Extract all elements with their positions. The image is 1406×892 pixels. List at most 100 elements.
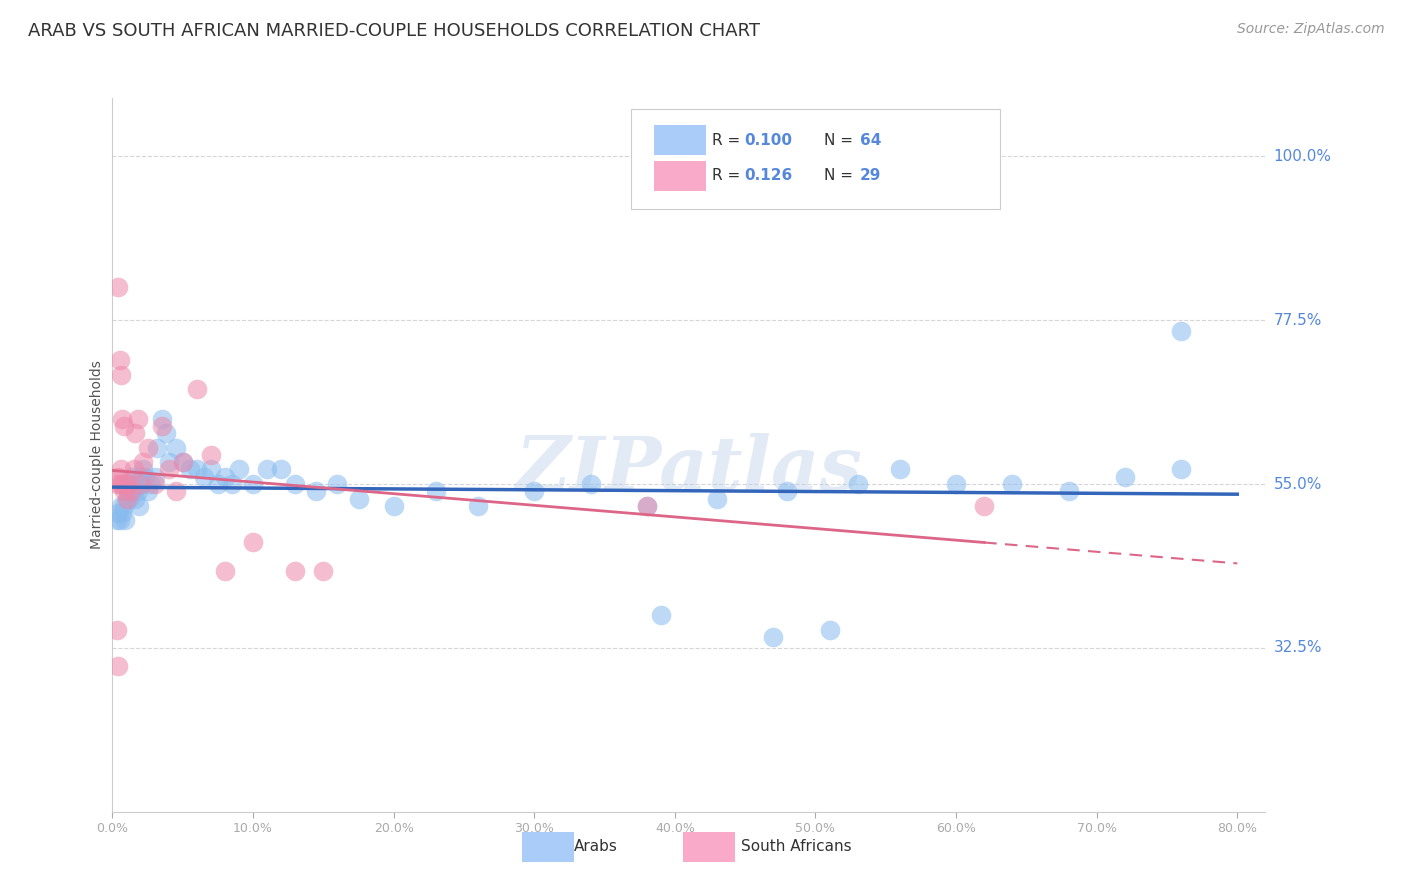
Point (143, 469, 166, 483)
Point (425, 484, 447, 499)
Point (111, 411, 134, 425)
Point (124, 426, 146, 441)
Point (636, 499, 658, 513)
Text: 32.5%: 32.5% (1274, 640, 1322, 656)
Point (1170, 462, 1192, 476)
Point (347, 491, 370, 506)
Point (305, 484, 328, 499)
Text: N =: N = (824, 133, 858, 148)
FancyBboxPatch shape (522, 831, 574, 862)
Point (108, 513, 131, 527)
Point (523, 484, 546, 499)
Point (132, 462, 155, 476)
Point (200, 448, 222, 462)
Point (128, 499, 150, 513)
Point (1114, 469, 1136, 483)
Point (120, 477, 142, 491)
Point (467, 499, 489, 513)
Text: R =: R = (711, 133, 745, 148)
Point (157, 462, 180, 476)
Point (179, 462, 201, 476)
Point (228, 462, 250, 476)
Point (165, 441, 187, 455)
Point (889, 462, 911, 476)
Point (945, 477, 967, 491)
Point (200, 462, 222, 476)
Point (762, 630, 785, 644)
Point (127, 411, 149, 425)
Text: 55.0%: 55.0% (1274, 476, 1322, 491)
Point (270, 462, 292, 476)
Point (105, 623, 128, 637)
Point (131, 477, 153, 491)
Point (115, 491, 138, 506)
Text: South Africans: South Africans (741, 839, 852, 855)
Point (150, 418, 173, 433)
Point (382, 499, 405, 513)
Point (650, 608, 672, 623)
Point (107, 280, 129, 294)
Point (120, 484, 142, 499)
Point (186, 383, 208, 397)
Point (110, 462, 132, 476)
Point (214, 565, 236, 579)
Point (1001, 477, 1024, 491)
Text: 77.5%: 77.5% (1274, 313, 1322, 327)
Point (122, 462, 145, 476)
Point (776, 484, 799, 499)
Point (242, 535, 264, 549)
Text: ZIPatlas: ZIPatlas (516, 433, 862, 506)
Point (172, 455, 194, 469)
Point (129, 469, 152, 483)
Text: R =: R = (711, 169, 745, 184)
Point (112, 418, 135, 433)
Point (186, 462, 208, 476)
Point (136, 441, 159, 455)
Point (221, 477, 243, 491)
Point (157, 455, 180, 469)
Point (165, 484, 187, 499)
FancyBboxPatch shape (654, 161, 706, 191)
Point (105, 513, 128, 527)
Point (127, 484, 149, 499)
Point (105, 477, 128, 491)
Point (136, 484, 159, 499)
Point (111, 506, 134, 520)
Point (107, 659, 129, 673)
Text: Arabs: Arabs (574, 839, 617, 855)
Point (108, 353, 131, 368)
Point (146, 441, 169, 455)
Text: 29: 29 (859, 169, 882, 184)
Point (193, 469, 215, 483)
Point (111, 477, 134, 491)
Point (284, 565, 307, 579)
Point (207, 477, 229, 491)
Point (256, 462, 278, 476)
Point (155, 426, 177, 441)
Point (132, 455, 155, 469)
Point (326, 477, 349, 491)
Point (125, 477, 148, 491)
Point (129, 477, 152, 491)
Point (112, 499, 135, 513)
Point (114, 513, 136, 527)
Y-axis label: Married-couple Households: Married-couple Households (90, 360, 104, 549)
Text: N =: N = (824, 169, 858, 184)
Point (172, 455, 194, 469)
Point (242, 477, 264, 491)
Point (134, 469, 156, 483)
FancyBboxPatch shape (654, 125, 706, 155)
Point (143, 477, 166, 491)
Point (118, 477, 141, 491)
Point (124, 491, 146, 506)
Point (846, 477, 869, 491)
FancyBboxPatch shape (683, 831, 735, 862)
Text: 0.126: 0.126 (744, 169, 793, 184)
Point (110, 368, 132, 382)
Point (150, 411, 173, 425)
Point (108, 477, 131, 491)
Point (122, 484, 145, 499)
Point (579, 477, 602, 491)
Point (312, 565, 335, 579)
Point (818, 623, 841, 637)
